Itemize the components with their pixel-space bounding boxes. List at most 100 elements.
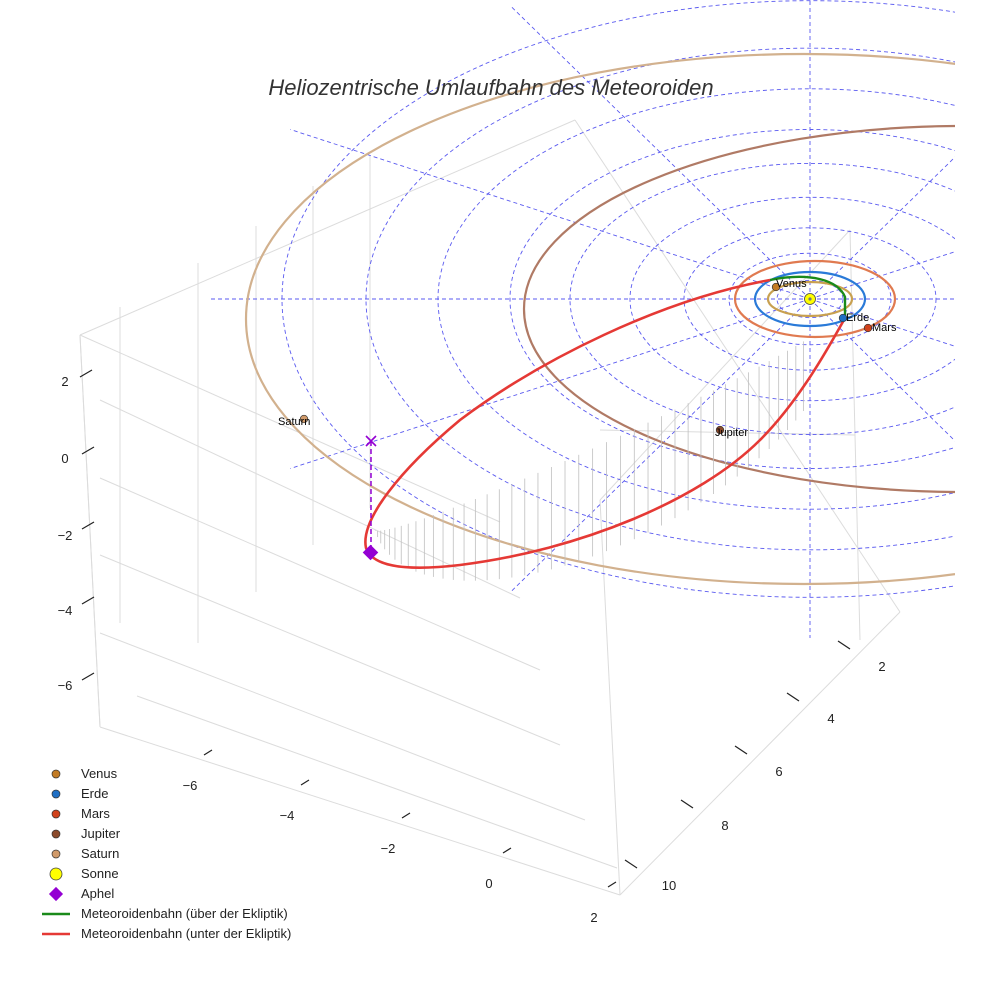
x-tick-label: −6 [183, 778, 198, 793]
legend-marker [49, 867, 63, 881]
grid-line [599, 429, 856, 436]
legend-label: Erde [81, 786, 108, 801]
ecliptic-grid-spoke [809, 298, 955, 442]
y-tick [734, 745, 748, 755]
planet-orbits [245, 52, 955, 586]
ecliptic-grid [210, 0, 955, 638]
y-tick [624, 859, 638, 869]
legend-item-venus: Venus [51, 766, 118, 781]
x-tick-label: 2 [590, 910, 597, 925]
legend-item-meteoroidenbahn-unter-der-ekliptik: Meteoroidenbahn (unter der Ekliptik) [42, 926, 291, 941]
planet-marker-jupiter [715, 425, 725, 435]
y-tick [680, 799, 694, 809]
legend-label: Jupiter [81, 826, 121, 841]
grid-line [99, 726, 621, 896]
y-tick-label: 4 [827, 711, 834, 726]
legend-item-mars: Mars [51, 806, 110, 821]
grid-line [79, 334, 501, 523]
grid-line [79, 119, 576, 336]
z-tick-label: −4 [58, 603, 73, 618]
legend-item-sonne: Sonne [49, 866, 119, 881]
legend-label: Aphel [81, 886, 114, 901]
orbit-saturn [245, 52, 955, 586]
planet-marker-erde [838, 313, 848, 323]
grid-line [136, 695, 618, 869]
x-tick-label: −2 [381, 841, 396, 856]
grid-line [99, 399, 521, 599]
ecliptic-grid-spoke [290, 129, 811, 300]
y-tick-label: 6 [775, 764, 782, 779]
y-tick-label: 2 [878, 659, 885, 674]
planet-label-erde: Erde [846, 312, 869, 324]
grid-line [619, 611, 901, 896]
orbit-venus [766, 280, 854, 318]
z-tick [81, 521, 95, 530]
axis-box-grid [79, 119, 901, 896]
legend-label: Meteoroidenbahn (unter der Ekliptik) [81, 926, 291, 941]
grid-line [99, 554, 561, 746]
legend-label: Sonne [81, 866, 119, 881]
z-tick-label: −6 [58, 678, 73, 693]
x-tick [401, 812, 411, 819]
planet-label-jupiter: Jupiter [715, 427, 748, 439]
chart-title: Heliozentrische Umlaufbahn des Meteoroid… [268, 75, 713, 100]
orbit-drop-lines [374, 341, 804, 581]
y-tick-label: 8 [721, 818, 728, 833]
planet-marker-venus [771, 282, 781, 292]
planet-label-venus: Venus [776, 278, 807, 290]
grid-line [99, 632, 586, 821]
legend-item-erde: Erde [51, 786, 108, 801]
planet-marker-mars [863, 323, 873, 333]
z-tick [79, 369, 93, 378]
y-tick [786, 692, 800, 702]
legend-marker [51, 849, 61, 859]
legend-marker [51, 809, 61, 819]
sun-marker-core [808, 297, 812, 301]
z-tick [81, 672, 95, 681]
z-tick-label: −2 [58, 528, 73, 543]
orbit-erde [753, 270, 867, 328]
z-tick [81, 446, 95, 455]
legend-item-aphel: Aphel [48, 886, 114, 902]
planet-label-saturn: Saturn [278, 416, 310, 428]
legend-item-saturn: Saturn [51, 846, 119, 861]
x-tick-label: 0 [485, 876, 492, 891]
x-tick [203, 749, 213, 756]
planet-marker-saturn [299, 414, 309, 424]
legend-marker [51, 789, 61, 799]
z-tick [81, 596, 95, 605]
aphel-ecliptic-marker [365, 435, 377, 447]
grid-line [599, 229, 851, 501]
legend-marker [48, 886, 64, 902]
x-tick [300, 779, 310, 786]
y-tick [837, 640, 851, 650]
planet-label-mars: Mars [872, 322, 897, 334]
grid-line [99, 477, 541, 671]
legend-label: Saturn [81, 846, 119, 861]
legend-label: Venus [81, 766, 118, 781]
axis-ticks: 2 0 −2 −4 −6 −6 −4 −2 0 2 2 4 6 8 10 [58, 369, 886, 925]
grid-line [574, 119, 901, 613]
y-tick-label: 10 [662, 878, 676, 893]
ecliptic-grid-ring [776, 279, 844, 319]
legend: Venus Erde Mars Jupiter Saturn Sonne Aphel Mete… [42, 766, 291, 941]
z-tick-label: 0 [61, 451, 68, 466]
legend-label: Meteoroidenbahn (über der Ekliptik) [81, 906, 288, 921]
ecliptic-grid-spoke [809, 156, 955, 300]
x-tick [502, 847, 512, 854]
meteoroid-orbit-below [364, 278, 847, 569]
ecliptic-grid-spoke [809, 298, 955, 347]
orbit-mars [733, 259, 897, 339]
grid-line [599, 499, 621, 896]
grid-line [79, 334, 101, 728]
orbit-jupiter [523, 124, 955, 494]
legend-marker [51, 829, 61, 839]
ecliptic-grid-spoke [290, 298, 811, 469]
legend-label: Mars [81, 806, 110, 821]
ecliptic-grid-ring [365, 47, 955, 551]
ecliptic-grid-spoke [809, 251, 955, 300]
z-tick-label: 2 [61, 374, 68, 389]
meteoroid-orbit [364, 275, 847, 569]
ecliptic-grid-ring [281, 0, 955, 598]
